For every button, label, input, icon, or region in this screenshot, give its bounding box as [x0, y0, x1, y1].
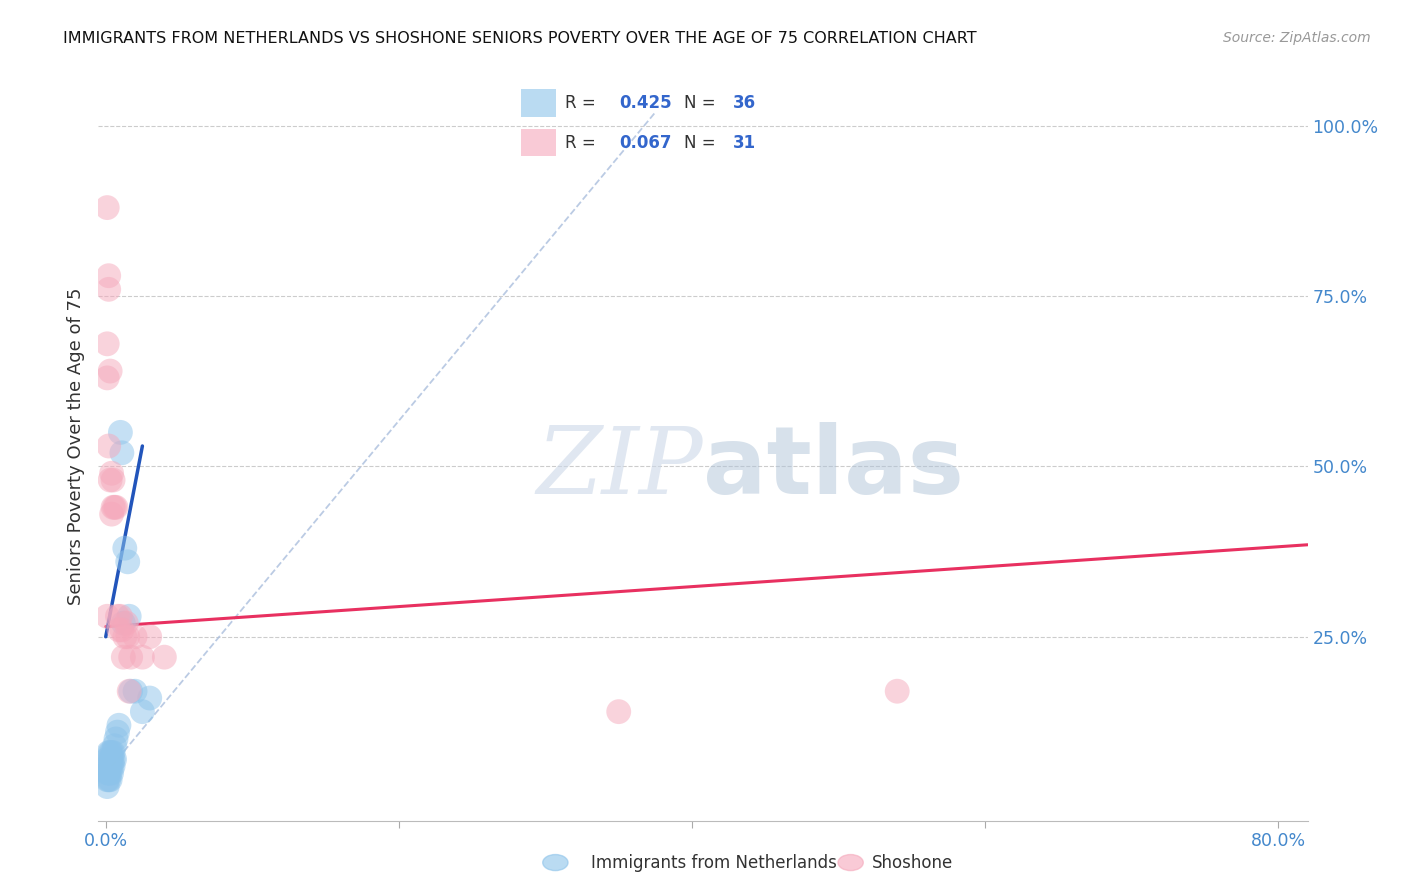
- Point: [96, 201, 118, 215]
- Point: [131, 650, 153, 665]
- Point: [100, 507, 122, 521]
- Point: [98, 752, 121, 766]
- Point: [886, 684, 908, 698]
- Point: [111, 623, 134, 637]
- Point: [108, 623, 131, 637]
- Point: [97, 268, 120, 283]
- Point: [97, 282, 120, 296]
- Text: Immigrants from Netherlands: Immigrants from Netherlands: [591, 855, 837, 872]
- Point: [110, 609, 132, 624]
- Point: [107, 609, 129, 624]
- Point: [124, 684, 146, 698]
- Point: [98, 746, 121, 760]
- Point: [115, 616, 138, 631]
- Point: [98, 364, 121, 378]
- Point: [98, 772, 121, 787]
- Point: [107, 725, 129, 739]
- Text: atlas: atlas: [703, 423, 965, 515]
- Point: [97, 439, 120, 453]
- Point: [114, 541, 136, 556]
- Point: [100, 746, 122, 760]
- Point: [131, 705, 153, 719]
- Point: [100, 759, 122, 773]
- Point: [111, 446, 134, 460]
- Point: [117, 630, 139, 644]
- Text: IMMIGRANTS FROM NETHERLANDS VS SHOSHONE SENIORS POVERTY OVER THE AGE OF 75 CORRE: IMMIGRANTS FROM NETHERLANDS VS SHOSHONE …: [63, 31, 977, 46]
- Point: [101, 746, 124, 760]
- Point: [97, 772, 120, 787]
- Point: [98, 473, 121, 487]
- Point: [105, 500, 128, 515]
- Point: [101, 500, 124, 515]
- Y-axis label: Seniors Poverty Over the Age of 75: Seniors Poverty Over the Age of 75: [66, 287, 84, 605]
- Point: [100, 766, 122, 780]
- Point: [120, 650, 142, 665]
- Text: Source: ZipAtlas.com: Source: ZipAtlas.com: [1223, 31, 1371, 45]
- Point: [607, 705, 630, 719]
- Point: [96, 759, 118, 773]
- Point: [124, 630, 146, 644]
- Point: [153, 650, 176, 665]
- Point: [103, 739, 125, 753]
- Point: [118, 609, 141, 624]
- Point: [96, 752, 118, 766]
- Point: [108, 718, 131, 732]
- Text: Shoshone: Shoshone: [872, 855, 953, 872]
- Point: [98, 759, 121, 773]
- Point: [96, 766, 118, 780]
- Point: [96, 336, 118, 351]
- Point: [96, 772, 118, 787]
- Point: [138, 691, 160, 706]
- Point: [120, 684, 142, 698]
- Point: [97, 746, 120, 760]
- Point: [97, 759, 120, 773]
- Point: [103, 500, 125, 515]
- Point: [97, 766, 120, 780]
- Point: [103, 752, 125, 766]
- Point: [138, 630, 160, 644]
- Point: [114, 630, 136, 644]
- Point: [101, 752, 124, 766]
- Point: [101, 759, 124, 773]
- Point: [100, 752, 122, 766]
- Point: [112, 616, 135, 631]
- Point: [96, 371, 118, 385]
- Text: ZIP: ZIP: [536, 424, 703, 514]
- Point: [96, 609, 118, 624]
- Point: [112, 650, 135, 665]
- Point: [105, 731, 128, 746]
- Point: [118, 684, 141, 698]
- Point: [100, 467, 122, 481]
- Point: [110, 425, 132, 440]
- Point: [98, 766, 121, 780]
- Point: [101, 473, 124, 487]
- Point: [96, 780, 118, 794]
- Point: [117, 555, 139, 569]
